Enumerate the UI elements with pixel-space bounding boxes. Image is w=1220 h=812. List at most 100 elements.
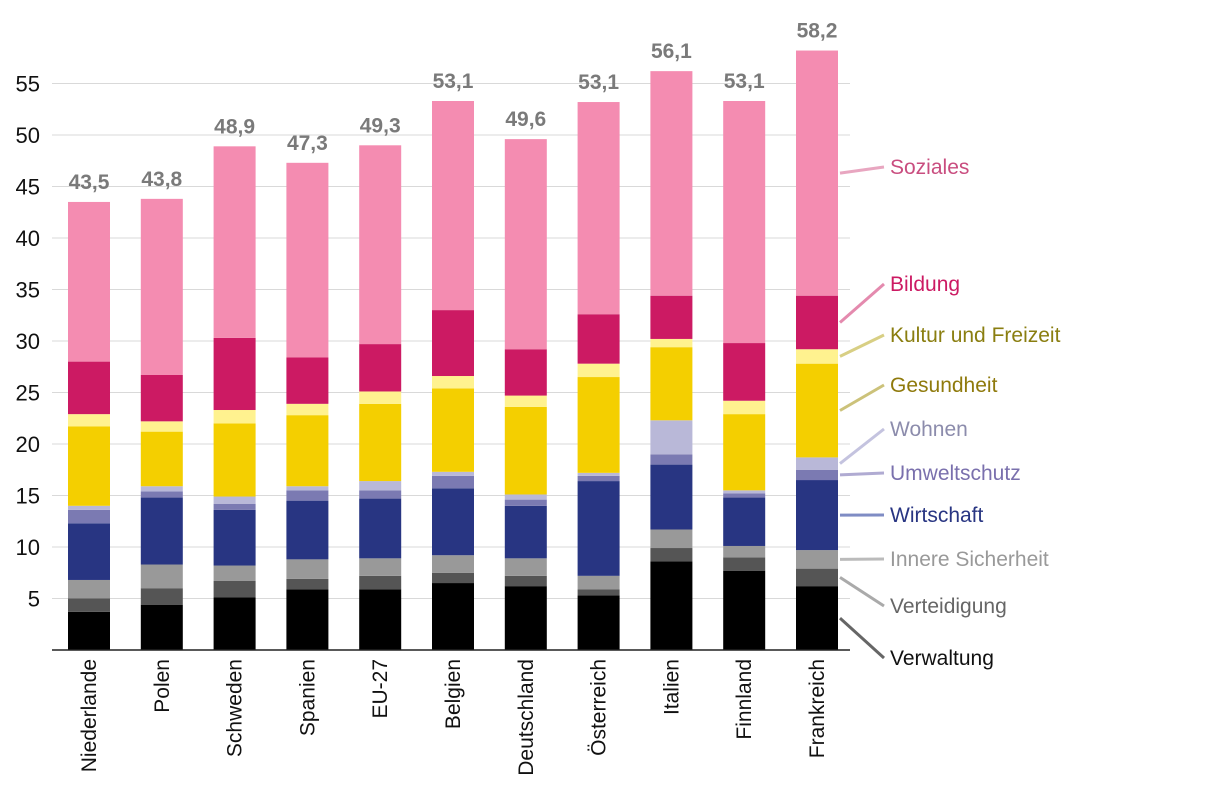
bar-stack-finnland xyxy=(723,101,766,650)
bar-totals: 43,5 43,8 48,9 47,3 49,3 53,1 49,6 53,1 56,1 53,1… xyxy=(69,20,838,194)
bar-segment-belgien-gesundheit xyxy=(432,388,474,472)
legend-item-soziales: Soziales xyxy=(839,156,969,179)
y-tick-label-45: 45 xyxy=(16,175,40,200)
legend-connector-verteidigung xyxy=(839,576,885,608)
bar-segment-spanien-umweltschutz xyxy=(286,490,329,501)
bar-stack-belgien xyxy=(432,101,474,650)
bar-stack-schweden xyxy=(213,146,256,650)
bar-segment-eu-27-verteidigung xyxy=(359,575,402,590)
bar-segment-deutschland-verteidigung xyxy=(504,575,547,587)
bar-segment-schweden-verwaltung xyxy=(213,597,256,650)
bar-segment-finnland-wohnen xyxy=(723,490,766,494)
legend-label-wohnen: Wohnen xyxy=(890,418,968,441)
bar-segment-eu-27-innere-sicherheit xyxy=(359,558,402,576)
bar-segment-italien-wohnen xyxy=(650,420,693,455)
bar-segment-polen-bildung xyxy=(140,374,183,422)
y-tick-label-30: 30 xyxy=(16,329,40,354)
x-tick-label-frankreich: Frankreich xyxy=(806,659,829,758)
y-tick-label-10: 10 xyxy=(16,535,40,560)
bar-segment-belgien-kultur-und-freizeit xyxy=(432,376,474,389)
bar-segment-spanien-soziales xyxy=(286,162,329,358)
x-tick-label-spanien: Spanien xyxy=(296,659,319,736)
bar-segment-oesterreich-verwaltung xyxy=(577,595,620,650)
total-label-schweden: 48,9 xyxy=(214,115,255,138)
legend-item-bildung: Bildung xyxy=(839,273,960,324)
bar-segment-frankreich-bildung xyxy=(796,295,838,350)
legend-label-soziales: Soziales xyxy=(890,156,969,179)
bar-segment-italien-gesundheit xyxy=(650,347,693,421)
bar-segment-frankreich-umweltschutz xyxy=(796,469,838,481)
total-label-belgien: 53,1 xyxy=(433,70,474,93)
bar-segment-polen-verwaltung xyxy=(140,604,183,650)
legend-label-gesundheit: Gesundheit xyxy=(890,374,998,397)
bar-segment-italien-soziales xyxy=(650,71,693,296)
bar-segment-eu-27-bildung xyxy=(359,344,402,392)
bar-segment-polen-wirtschaft xyxy=(140,497,183,565)
bar-segment-oesterreich-soziales xyxy=(577,102,620,315)
bar-segment-finnland-kultur-und-freizeit xyxy=(723,400,766,415)
bar-segment-eu-27-gesundheit xyxy=(359,403,402,482)
bar-segment-deutschland-kultur-und-freizeit xyxy=(504,395,547,407)
legend-connector-verwaltung xyxy=(838,616,886,660)
legend-item-verwaltung: Verwaltung xyxy=(838,616,994,670)
x-tick-label-eu-27: EU-27 xyxy=(369,659,392,719)
bar-segment-schweden-verteidigung xyxy=(213,580,256,598)
bar-segment-finnland-soziales xyxy=(723,101,766,344)
bar-segment-spanien-kultur-und-freizeit xyxy=(286,403,329,416)
bar-segment-spanien-gesundheit xyxy=(286,415,329,487)
bar-segment-finnland-bildung xyxy=(723,343,766,401)
bar-segment-belgien-soziales xyxy=(432,101,474,311)
bar-segment-schweden-wohnen xyxy=(213,496,256,504)
bar-segment-finnland-wirtschaft xyxy=(723,497,766,546)
x-tick-label-finnland: Finnland xyxy=(733,659,756,740)
bar-segment-oesterreich-gesundheit xyxy=(577,377,620,473)
legend-connector-gesundheit xyxy=(839,383,885,412)
bar-segment-niederlande-bildung xyxy=(68,361,110,415)
bar-segment-polen-soziales xyxy=(140,198,183,375)
bar-segment-oesterreich-innere-sicherheit xyxy=(577,575,620,590)
y-tick-label-40: 40 xyxy=(16,226,40,251)
bar-segment-spanien-bildung xyxy=(286,357,329,404)
bar-segment-polen-verteidigung xyxy=(140,588,183,605)
legend-item-wirtschaft: Wirtschaft xyxy=(839,504,984,527)
bar-stack-italien xyxy=(650,71,693,650)
bar-segment-polen-umweltschutz xyxy=(140,491,183,498)
bar-segment-deutschland-innere-sicherheit xyxy=(504,558,547,576)
y-tick-label-35: 35 xyxy=(16,278,40,303)
bar-segment-finnland-innere-sicherheit xyxy=(723,545,766,558)
bar-stack-spanien xyxy=(286,162,329,650)
y-tick-label-25: 25 xyxy=(16,381,40,406)
bar-segment-polen-kultur-und-freizeit xyxy=(140,421,183,432)
total-label-deutschland: 49,6 xyxy=(505,108,546,131)
bar-segment-eu-27-verwaltung xyxy=(359,589,402,650)
bar-segment-polen-innere-sicherheit xyxy=(140,564,183,589)
legend-connector-bildung xyxy=(839,282,885,324)
bar-segment-italien-verteidigung xyxy=(650,548,693,562)
bar-segment-niederlande-umweltschutz xyxy=(68,509,110,524)
bar-segment-polen-gesundheit xyxy=(140,431,183,487)
bar-segment-oesterreich-wohnen xyxy=(577,472,620,476)
bar-stack-frankreich xyxy=(796,50,838,650)
bar-segment-spanien-verteidigung xyxy=(286,578,329,590)
legend-connector-kultur-und-freizeit xyxy=(839,333,885,358)
y-tick-label-50: 50 xyxy=(16,123,40,148)
bar-segment-finnland-verteidigung xyxy=(723,557,766,571)
x-tick-label-italien: Italien xyxy=(660,659,683,715)
legend-item-wohnen: Wohnen xyxy=(839,418,968,465)
bar-segment-schweden-gesundheit xyxy=(213,423,256,497)
bar-segment-deutschland-gesundheit xyxy=(504,406,547,495)
legend-item-verteidigung: Verteidigung xyxy=(839,576,1007,618)
total-label-frankreich: 58,2 xyxy=(797,20,838,43)
bar-segment-niederlande-wohnen xyxy=(68,505,110,510)
bar-segment-belgien-innere-sicherheit xyxy=(432,555,474,573)
legend-connector-wohnen xyxy=(839,427,885,465)
bar-segment-oesterreich-wirtschaft xyxy=(577,481,620,576)
bar-segment-frankreich-innere-sicherheit xyxy=(796,550,838,569)
bar-segment-frankreich-wirtschaft xyxy=(796,480,838,551)
bar-segment-deutschland-verwaltung xyxy=(504,586,547,650)
bar-segment-finnland-umweltschutz xyxy=(723,493,766,498)
bar-stack-polen xyxy=(140,198,183,650)
bar-segment-eu-27-umweltschutz xyxy=(359,490,402,499)
bar-segment-niederlande-verwaltung xyxy=(68,611,110,650)
x-tick-label-oesterreich: Österreich xyxy=(588,659,611,756)
